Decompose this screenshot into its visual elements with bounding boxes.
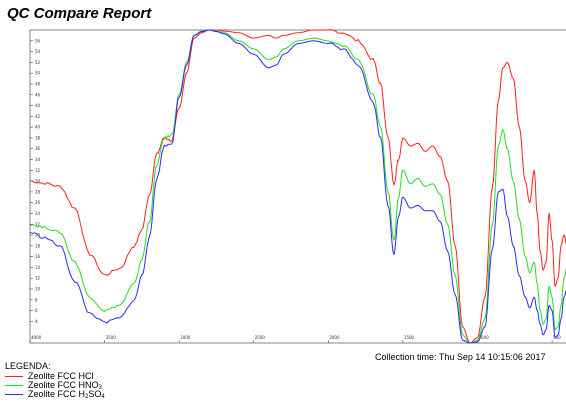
y-tick-label: 24 <box>35 211 41 216</box>
y-tick-label: 26 <box>35 200 41 205</box>
y-tick-label: 12 <box>35 276 41 281</box>
legend-item-hcl: Zeolite FCC HCl <box>5 372 105 381</box>
y-tick-label: 46 <box>35 92 41 97</box>
x-tick-label: 2500 <box>255 335 266 340</box>
y-tick-label: 40 <box>35 125 41 130</box>
y-tick-label: 38 <box>35 135 41 140</box>
legend-label: Zeolite FCC HCl <box>28 371 94 381</box>
y-tick-label: 48 <box>35 81 41 86</box>
y-tick-label: 16 <box>35 254 41 259</box>
legend-title: LEGENDA: <box>5 361 51 371</box>
collection-time: Collection time: Thu Sep 14 10:15:06 201… <box>375 352 546 362</box>
y-tick-label: 6 <box>35 308 38 313</box>
x-tick-label: 500 <box>553 335 561 340</box>
legend-swatch <box>5 385 23 386</box>
plot-frame <box>29 29 566 344</box>
series-line <box>29 29 566 344</box>
y-tick-label: 44 <box>35 103 41 108</box>
y-tick-label: 10 <box>35 287 41 292</box>
y-tick-label: 34 <box>35 157 41 162</box>
series-layer <box>29 29 566 344</box>
x-tick-label: 1500 <box>404 335 415 340</box>
legend-item-hno3: Zeolite FCC HNO3 <box>5 380 105 392</box>
legend-swatch <box>5 376 23 377</box>
x-tick-label: 3500 <box>106 335 117 340</box>
y-tick-label: 36 <box>35 146 41 151</box>
legend-swatch <box>5 394 23 395</box>
y-tick-label: 8 <box>35 297 38 302</box>
y-tick-label: 32 <box>35 168 41 173</box>
y-tick-label: 54 <box>35 49 41 54</box>
legend-label: Zeolite FCC H2SO4 <box>28 389 105 401</box>
y-tick-label: 22 <box>35 222 41 227</box>
y-tick-label: 28 <box>35 189 41 194</box>
series-line <box>29 29 566 344</box>
y-tick-label: 4 <box>35 319 38 324</box>
x-tick-label: 2000 <box>329 335 340 340</box>
legend: LEGENDA: Zeolite FCC HCl Zeolite FCC HNO… <box>5 361 105 401</box>
y-tick-label: 30 <box>35 179 41 184</box>
y-tick-label: 50 <box>35 71 41 76</box>
y-tick-label: 52 <box>35 60 41 65</box>
x-tick-label: 3000 <box>180 335 191 340</box>
report-title: QC Compare Report <box>7 5 152 22</box>
y-tick-label: 14 <box>35 265 41 270</box>
y-tick-label: 56 <box>35 38 41 43</box>
legend-item-h2so4: Zeolite FCC H2SO4 <box>5 389 105 401</box>
legend-label: Zeolite FCC HNO3 <box>28 380 102 392</box>
y-tick-label: 18 <box>35 243 41 248</box>
y-tick-label: 42 <box>35 114 41 119</box>
x-tick-label: 4000 <box>31 335 42 340</box>
x-tick-label: 1000 <box>479 335 490 340</box>
